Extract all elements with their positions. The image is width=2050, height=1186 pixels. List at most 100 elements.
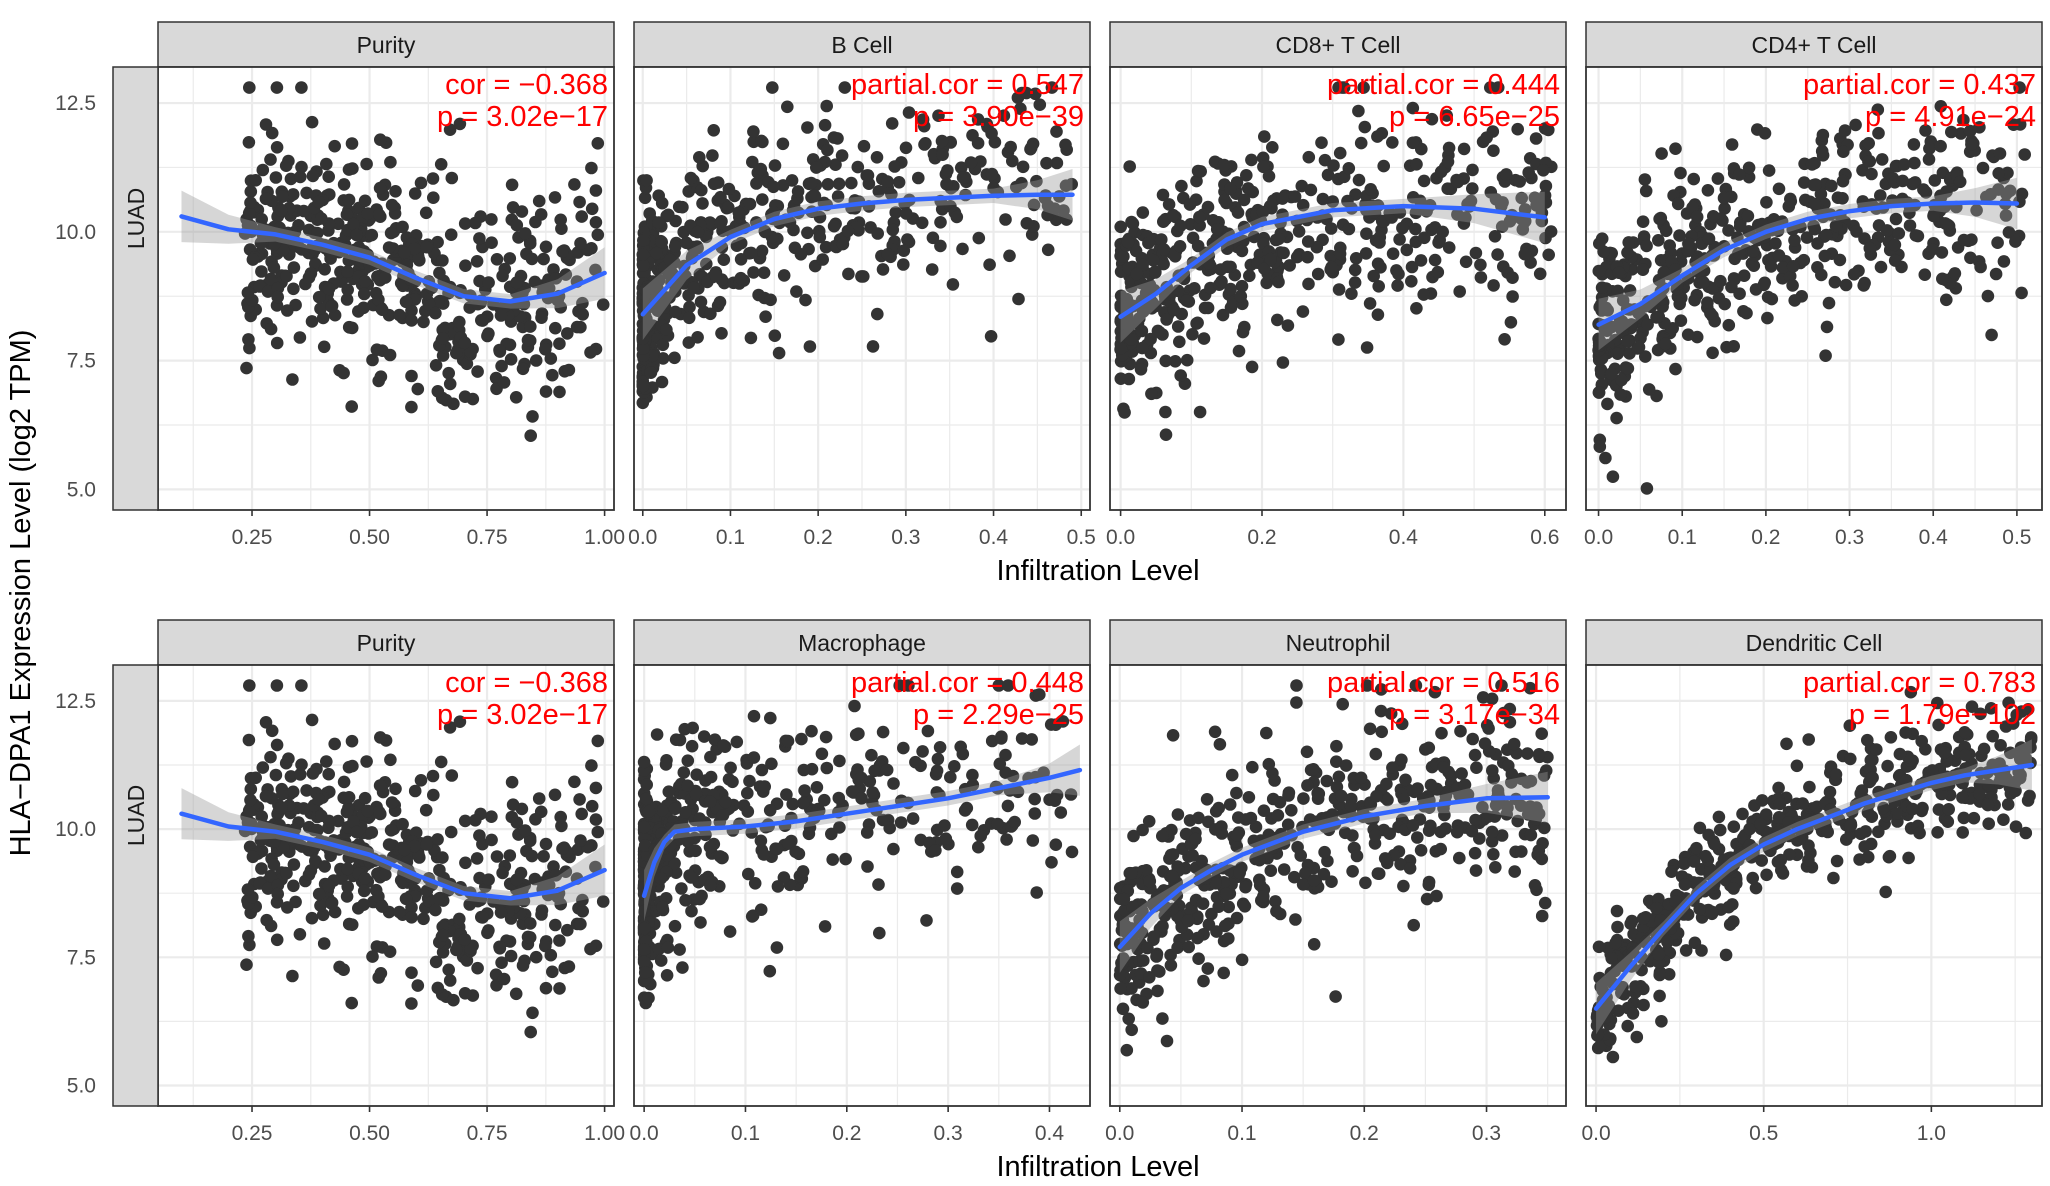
x-tick-label: 0.6	[1530, 526, 1559, 549]
data-point	[471, 894, 485, 908]
data-point	[1820, 320, 1834, 334]
data-point	[2021, 703, 2035, 716]
correlation-label: partial.cor = 0.437	[1803, 69, 2036, 101]
data-point	[644, 366, 658, 380]
data-point	[539, 343, 552, 356]
data-point	[1900, 773, 1913, 787]
data-point	[1847, 268, 1861, 281]
data-point	[295, 160, 308, 174]
data-point	[1855, 784, 1869, 797]
data-point	[1247, 834, 1261, 848]
data-point	[373, 779, 387, 792]
data-point	[494, 309, 508, 322]
data-point	[916, 745, 929, 758]
data-point	[1003, 249, 1016, 263]
data-point	[950, 210, 964, 224]
data-point	[244, 196, 257, 209]
data-point	[1712, 810, 1726, 824]
data-point	[693, 151, 706, 164]
data-point	[813, 230, 827, 244]
data-point	[1713, 823, 1727, 837]
data-point	[1612, 1004, 1625, 1017]
x-axis-ticks: 0.25 0.50 0.75 1.00	[232, 1106, 625, 1145]
data-point	[1327, 159, 1340, 172]
data-point	[1231, 206, 1245, 219]
data-point	[450, 346, 463, 360]
data-point	[305, 115, 319, 129]
data-point	[972, 840, 985, 854]
data-point	[638, 966, 652, 979]
data-point	[1186, 328, 1199, 341]
data-point	[765, 757, 778, 771]
data-point	[1045, 856, 1058, 869]
data-point	[1243, 269, 1256, 283]
data-point	[713, 295, 727, 309]
data-point	[347, 815, 360, 828]
data-point	[639, 792, 653, 806]
x-axis-title-bottom: Infiltration Level	[996, 1151, 1199, 1183]
data-point	[654, 872, 668, 885]
data-point	[1931, 826, 1944, 839]
data-point	[1233, 866, 1246, 880]
data-point	[1395, 753, 1408, 767]
data-point	[764, 293, 777, 307]
data-point	[405, 400, 418, 414]
data-point	[350, 228, 363, 242]
data-point	[485, 236, 498, 249]
data-point	[506, 201, 520, 214]
data-point	[373, 181, 387, 195]
data-point	[693, 892, 706, 906]
x-tick-label: 0.1	[731, 1122, 760, 1145]
data-point	[458, 217, 472, 230]
data-point	[264, 322, 278, 336]
data-point	[1425, 112, 1439, 126]
data-point	[306, 169, 320, 183]
data-point	[312, 793, 326, 806]
data-point	[1277, 863, 1291, 876]
data-point	[256, 761, 270, 774]
p-value-label: p = 6.65e−25	[1389, 101, 1560, 133]
data-point	[485, 213, 498, 226]
data-point	[400, 258, 414, 272]
data-point	[1269, 895, 1282, 908]
data-point	[876, 813, 890, 827]
data-point	[636, 248, 650, 261]
data-point	[1836, 174, 1850, 188]
data-point	[342, 193, 356, 207]
data-point	[689, 788, 703, 801]
y-tick-label: 12.5	[55, 92, 96, 115]
data-point	[1145, 387, 1158, 401]
y-tick-label: 10.0	[55, 818, 96, 841]
data-point	[1282, 789, 1295, 802]
data-point	[1599, 451, 1612, 465]
panel-strip-label: Dendritic Cell	[1746, 630, 1883, 656]
data-point	[273, 818, 286, 832]
data-point	[1657, 266, 1671, 279]
data-point	[1665, 865, 1678, 878]
panel-strip	[1109, 619, 1567, 666]
data-point	[1636, 215, 1650, 228]
data-point	[1936, 272, 1949, 286]
data-point	[1888, 238, 1902, 252]
data-point	[789, 845, 802, 859]
data-point	[286, 969, 299, 983]
data-point	[1865, 810, 1879, 823]
data-point	[1166, 729, 1180, 742]
data-point	[1239, 813, 1253, 826]
data-point	[1747, 259, 1761, 273]
data-point	[1714, 274, 1727, 288]
data-point	[1889, 212, 1903, 226]
data-point	[1760, 196, 1773, 209]
data-point	[1212, 900, 1225, 913]
data-point	[1000, 833, 1013, 846]
panel-strip-label: Macrophage	[798, 630, 926, 656]
data-point	[857, 270, 870, 283]
data-point	[866, 340, 880, 353]
data-point	[1727, 820, 1741, 833]
data-point	[1602, 999, 1616, 1012]
x-axis-ticks: 0.0 0.1 0.2 0.3 0.4 0.5	[628, 510, 1096, 549]
data-point	[1136, 206, 1150, 219]
data-point	[1718, 202, 1731, 215]
data-point	[1621, 362, 1635, 375]
data-point	[525, 849, 539, 863]
